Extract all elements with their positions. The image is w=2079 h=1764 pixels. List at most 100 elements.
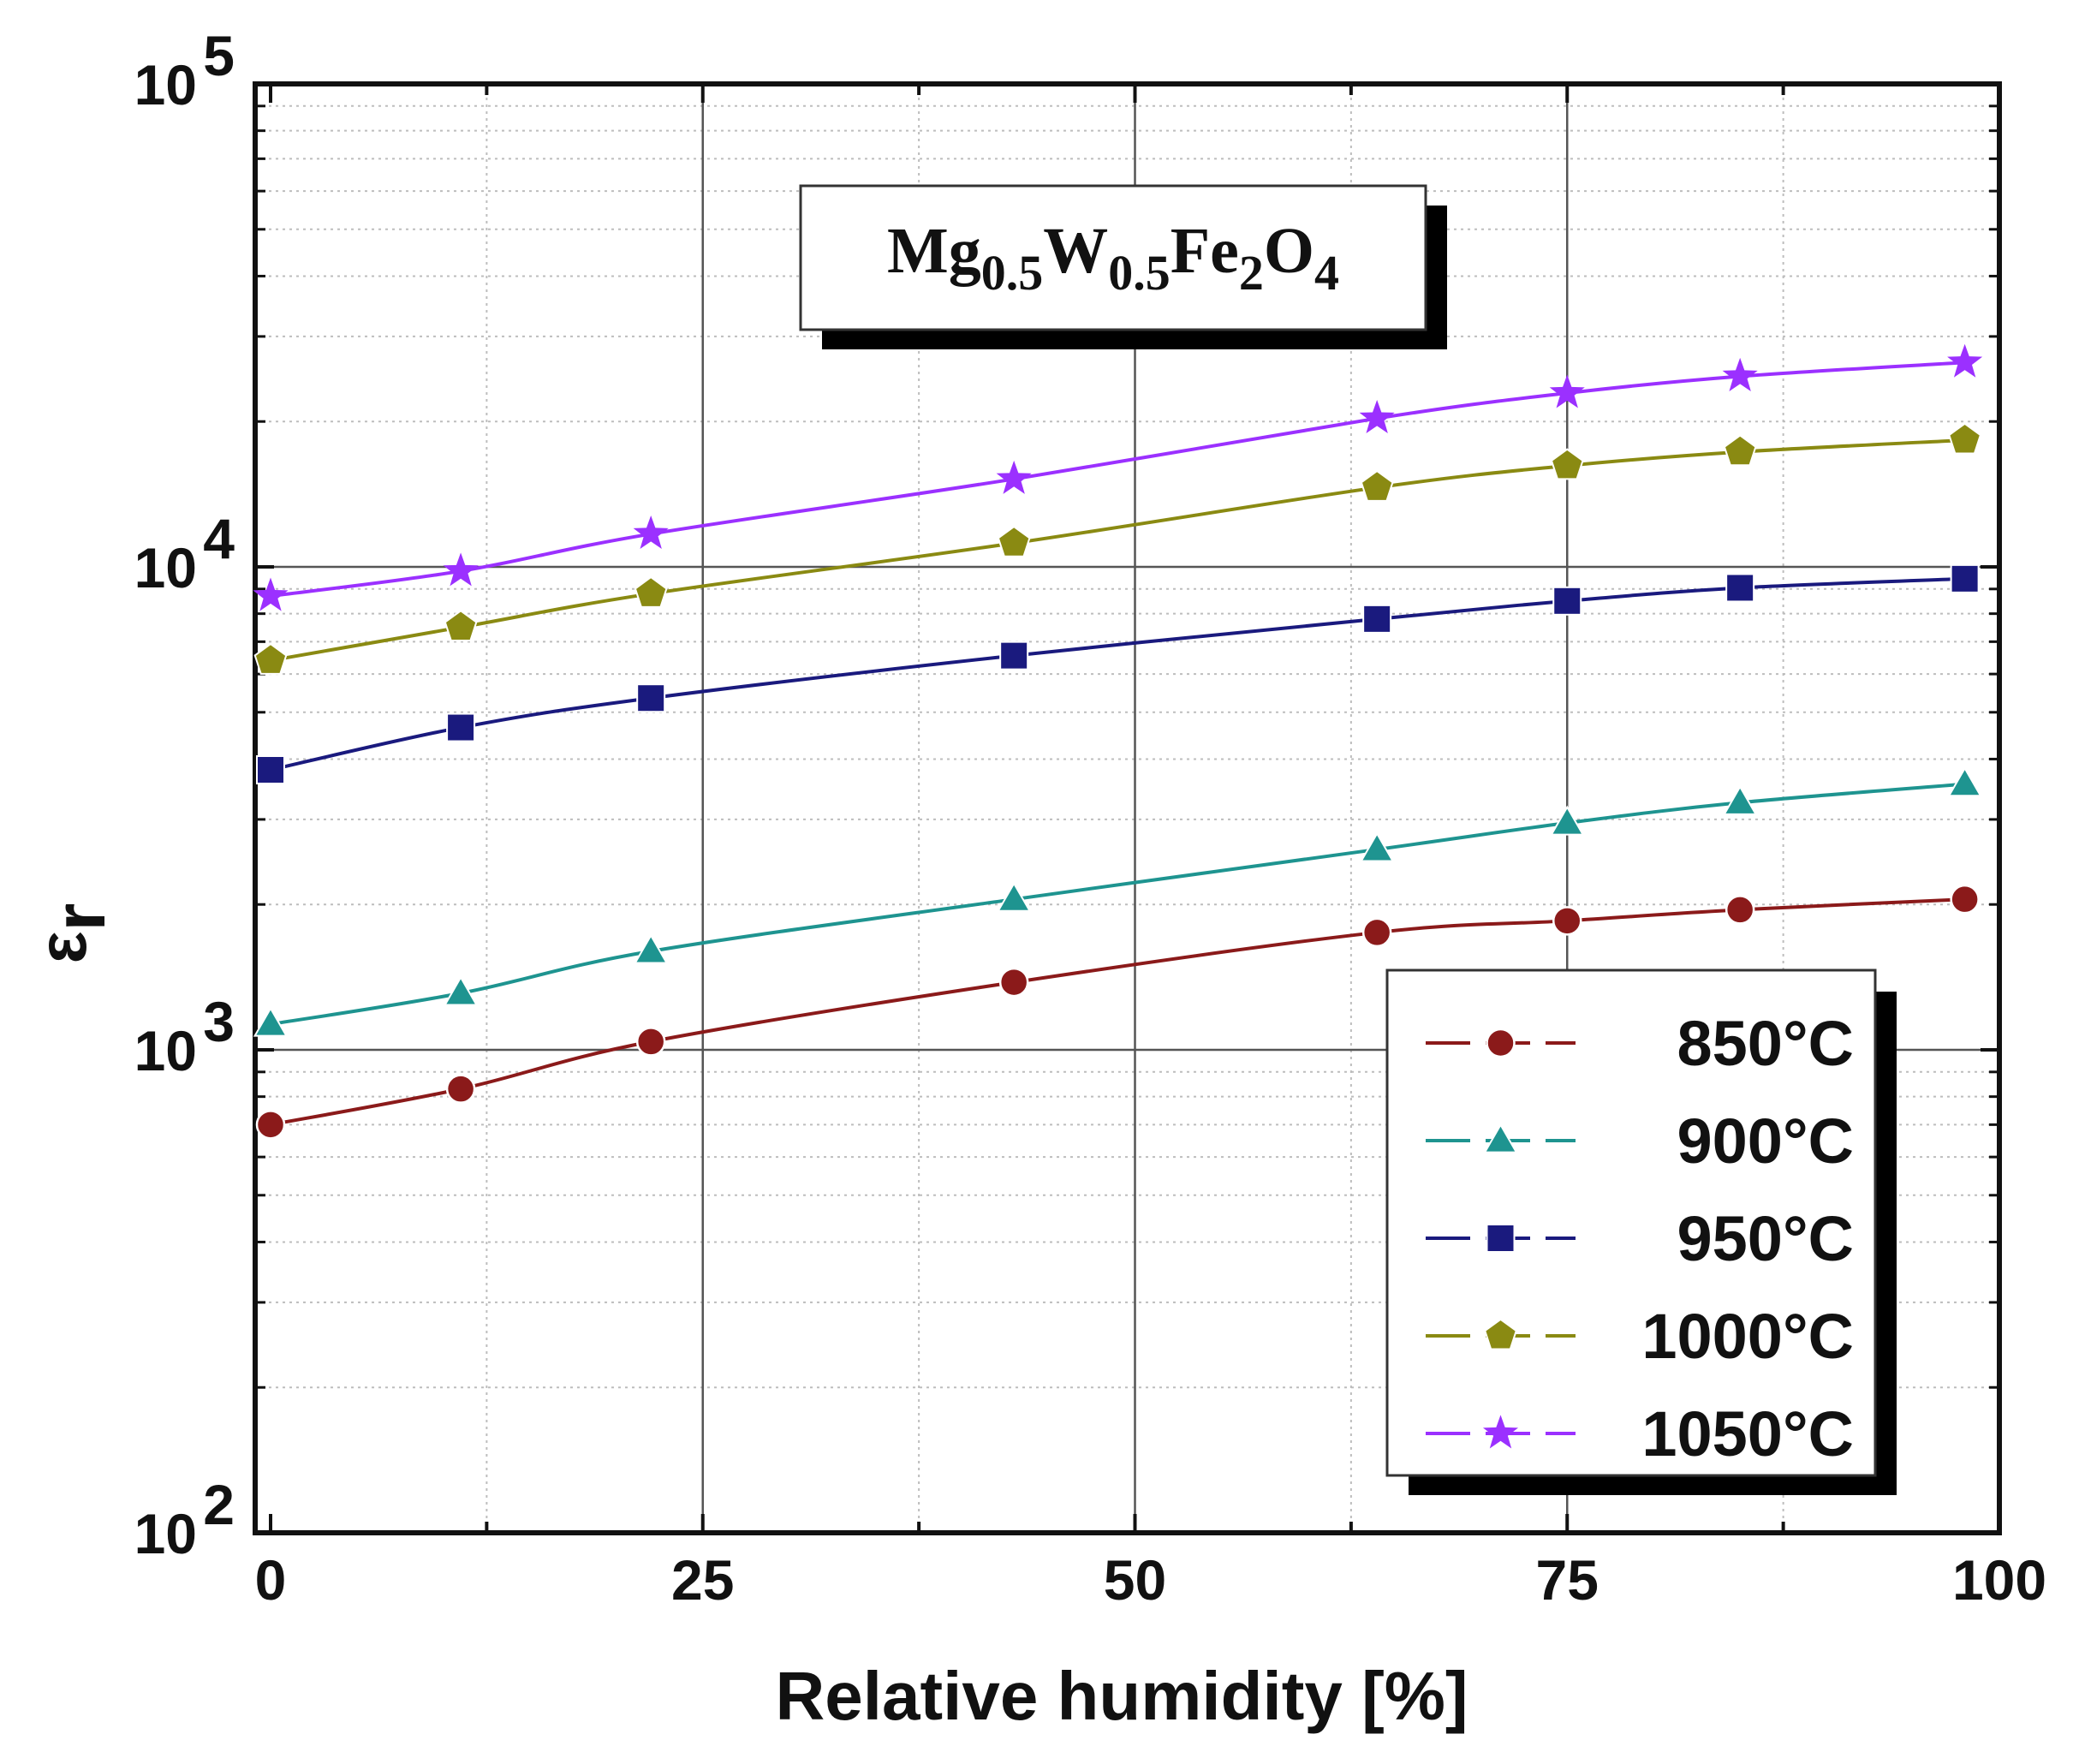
legend-swatch-marker [1482, 1415, 1519, 1449]
y-tick-label: 10 [134, 1502, 197, 1565]
data-point [1360, 469, 1394, 502]
series-1000CC [253, 422, 1982, 675]
y-tick-label-exponent: 4 [203, 507, 235, 570]
formula-subscript: 2 [1239, 245, 1264, 301]
data-point [253, 1006, 289, 1037]
formula-element: Mg [887, 215, 981, 287]
data-point [255, 1110, 286, 1140]
data-point [1552, 906, 1582, 936]
y-tick-label-base: 10 [134, 536, 197, 599]
legend-entry: 1050°C [1426, 1398, 1854, 1469]
data-point [997, 881, 1032, 912]
x-tick-label: 75 [1536, 1548, 1599, 1612]
data-point [1359, 399, 1395, 434]
formula-element: O [1264, 215, 1314, 287]
y-tick-label-exponent: 5 [203, 24, 235, 87]
x-tick-label: 50 [1104, 1548, 1166, 1612]
data-point [256, 755, 285, 785]
legend-swatch-marker [1486, 1224, 1516, 1253]
y-tick-label-exponent: 3 [203, 990, 235, 1053]
data-point [444, 610, 478, 641]
series-line [270, 361, 1965, 599]
data-point [1947, 766, 1982, 797]
legend-entry: 850°C [1426, 1008, 1854, 1079]
legend-entries: 850°C 900°C 950°C 1000°C 1050°C [1426, 1008, 1854, 1469]
y-axis-title-symbol: ε [24, 931, 100, 963]
data-point [636, 683, 666, 713]
legend: 850°C 900°C 950°C 1000°C 1050°C [1385, 968, 1897, 1495]
annotation-formula: Mg0.5W0.5Fe2O4 [887, 215, 1339, 301]
data-point [996, 460, 1032, 494]
data-point [997, 525, 1031, 557]
data-point [635, 1027, 666, 1057]
data-point [634, 575, 668, 608]
legend-label: 1000°C [1641, 1301, 1854, 1372]
series-layer [253, 343, 1983, 1140]
legend-entry: 950°C [1426, 1203, 1854, 1274]
data-point [445, 1074, 476, 1104]
legend-swatch-marker [1486, 1028, 1516, 1058]
data-point [446, 712, 476, 742]
legend-label: 850°C [1677, 1008, 1855, 1079]
series-850CC [255, 884, 1980, 1140]
legend-label: 1050°C [1641, 1398, 1854, 1469]
annotation-frame [799, 184, 1427, 331]
data-point [1550, 448, 1584, 480]
series-1050CC [253, 343, 1983, 611]
data-point [1947, 343, 1983, 378]
data-point [1723, 434, 1757, 467]
y-axis-title: εr [24, 903, 120, 964]
y-axis-title-subscript: r [39, 903, 120, 932]
data-point [443, 975, 479, 1006]
x-axis-title: Relative humidity [%] [775, 1658, 1468, 1734]
data-point [1549, 374, 1585, 408]
series-line [270, 782, 1965, 1027]
series-line [270, 576, 1965, 772]
annotation-box: Mg0.5W0.5Fe2O4 [799, 184, 1447, 349]
y-tick-label-base: 10 [134, 53, 197, 116]
series-950CC [256, 563, 1980, 785]
data-point [1361, 917, 1392, 948]
data-point [1950, 884, 1980, 915]
data-point [1722, 357, 1758, 392]
y-tick-label-base: 10 [134, 1019, 197, 1082]
data-point [998, 967, 1029, 998]
y-axis-title-text: εr [24, 903, 120, 964]
formula-element: Fe [1171, 215, 1239, 287]
legend-label: 950°C [1677, 1203, 1855, 1274]
data-point [999, 641, 1029, 670]
x-tick-label: 100 [1952, 1548, 2046, 1612]
data-point [1723, 784, 1758, 815]
data-point [1950, 563, 1980, 593]
data-point [1362, 604, 1392, 634]
legend-label: 900°C [1677, 1105, 1855, 1177]
data-point [1725, 573, 1755, 603]
data-point [1360, 831, 1395, 862]
legend-swatch-marker [1483, 1123, 1518, 1153]
series-line [270, 897, 1965, 1127]
y-tick-label-base: 10 [134, 1502, 197, 1565]
data-point [1725, 895, 1755, 925]
data-point [634, 933, 669, 964]
data-point [1948, 422, 1982, 455]
formula-subscript: 0.5 [1108, 245, 1171, 301]
y-tick-label: 10 [134, 1019, 197, 1082]
data-point [633, 515, 669, 550]
legend-entry: 900°C [1426, 1105, 1854, 1177]
formula-subscript: 0.5 [981, 245, 1044, 301]
data-point [253, 642, 288, 675]
plot-border [253, 81, 2002, 1535]
data-point [253, 577, 289, 611]
formula-element: W [1043, 215, 1108, 287]
series-900CC [253, 766, 1982, 1037]
series-line [270, 438, 1965, 663]
y-tick-label: 10 [134, 53, 197, 116]
y-tick-label-exponent: 2 [203, 1473, 235, 1536]
data-point [1552, 586, 1582, 616]
x-tick-label: 0 [255, 1548, 287, 1612]
plot-frame [253, 81, 2002, 1535]
y-tick-label: 10 [134, 536, 197, 599]
x-tick-label: 25 [671, 1548, 734, 1612]
